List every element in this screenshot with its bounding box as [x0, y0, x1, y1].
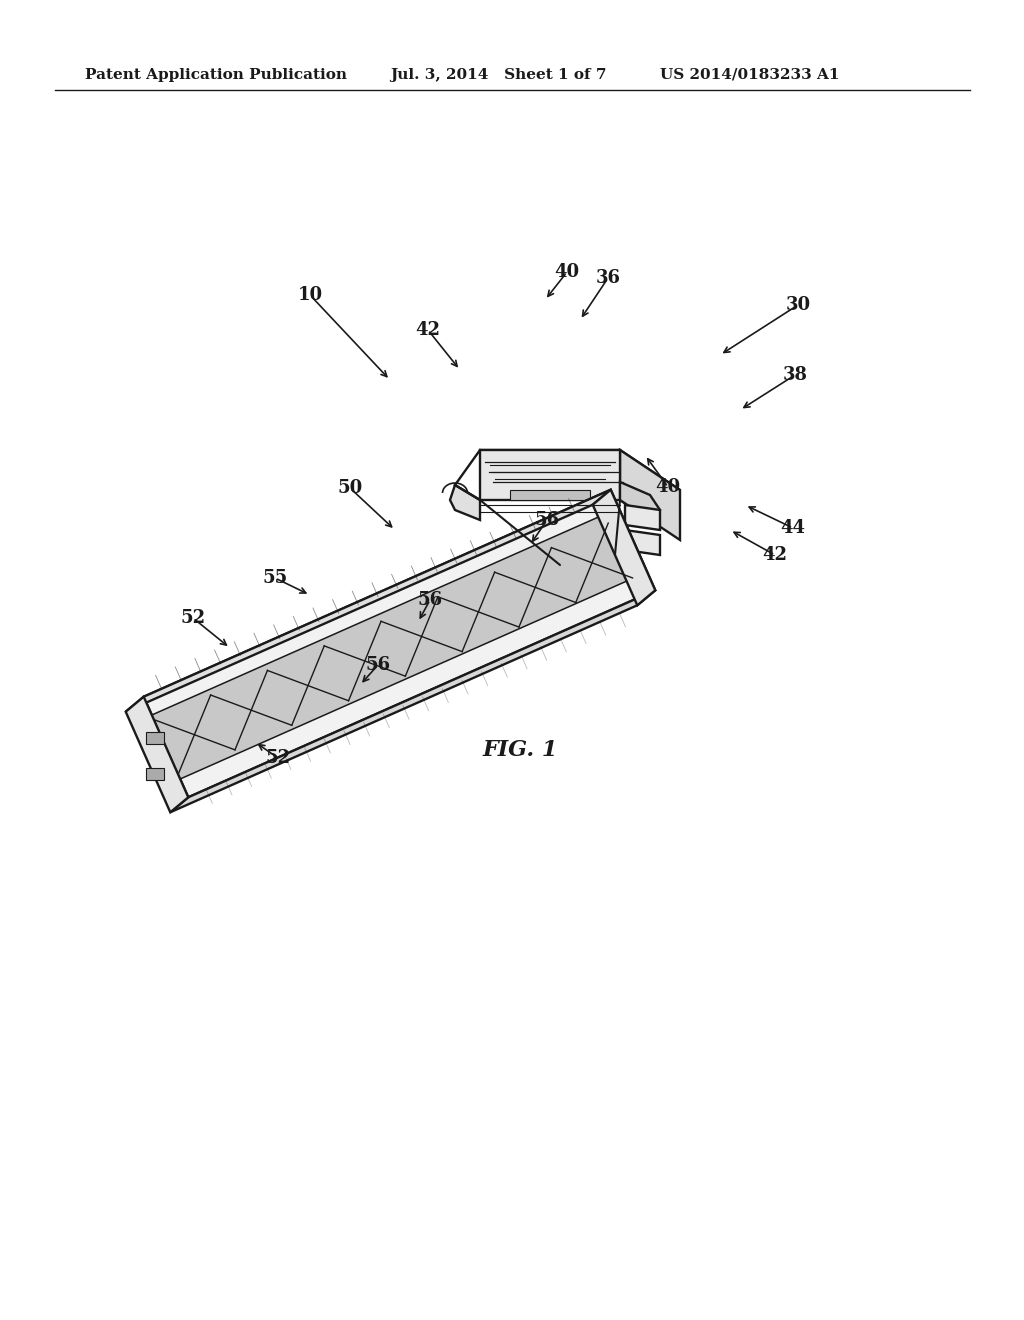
Text: 42: 42 — [416, 321, 440, 339]
Polygon shape — [625, 531, 660, 554]
Text: US 2014/0183233 A1: US 2014/0183233 A1 — [660, 69, 840, 82]
Polygon shape — [620, 482, 660, 520]
Text: 52: 52 — [265, 748, 291, 767]
Polygon shape — [480, 450, 620, 500]
Text: 56: 56 — [418, 591, 442, 609]
Text: 55: 55 — [262, 569, 288, 587]
Text: FIG. 1: FIG. 1 — [482, 739, 558, 762]
Polygon shape — [450, 484, 480, 520]
Polygon shape — [620, 450, 680, 540]
Text: 40: 40 — [554, 263, 580, 281]
Polygon shape — [126, 490, 610, 711]
Polygon shape — [480, 450, 680, 490]
Text: 10: 10 — [297, 286, 323, 304]
Text: Patent Application Publication: Patent Application Publication — [85, 69, 347, 82]
Polygon shape — [510, 490, 590, 500]
Polygon shape — [126, 697, 188, 812]
Text: 52: 52 — [180, 609, 206, 627]
Text: Jul. 3, 2014   Sheet 1 of 7: Jul. 3, 2014 Sheet 1 of 7 — [390, 69, 606, 82]
Polygon shape — [143, 490, 655, 797]
Text: 42: 42 — [763, 546, 787, 564]
Polygon shape — [625, 506, 660, 531]
Text: 30: 30 — [785, 296, 811, 314]
Polygon shape — [593, 490, 655, 606]
Text: 50: 50 — [337, 479, 362, 498]
Text: 40: 40 — [655, 478, 681, 496]
Polygon shape — [146, 768, 164, 780]
Polygon shape — [152, 508, 647, 779]
Text: 38: 38 — [782, 366, 808, 384]
Text: 36: 36 — [596, 269, 621, 286]
Text: 56: 56 — [366, 656, 390, 675]
Text: 56: 56 — [535, 511, 559, 529]
Polygon shape — [170, 590, 655, 812]
Polygon shape — [146, 733, 164, 744]
Text: 44: 44 — [780, 519, 806, 537]
